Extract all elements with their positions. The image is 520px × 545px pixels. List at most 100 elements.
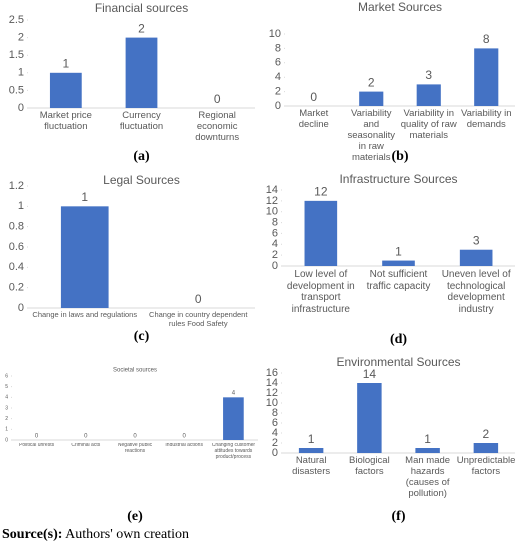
- y-tick-label: 1: [18, 67, 24, 79]
- data-label: 3: [473, 233, 480, 247]
- y-tick-label: 10: [266, 397, 278, 409]
- bar: [473, 443, 499, 453]
- data-label: 0: [133, 433, 137, 439]
- x-tick-label: Market decline: [298, 109, 329, 130]
- category-label-box: Negative public reactions: [117, 443, 153, 454]
- x-tick-label: Biological factors: [349, 456, 390, 477]
- data-label: 0: [35, 433, 39, 439]
- category-label-box: Uneven level of technological developmen…: [441, 269, 511, 315]
- bar: [49, 72, 82, 108]
- y-tick-label: 6: [272, 417, 278, 429]
- x-tick-label: Negative public reactions: [117, 443, 153, 454]
- x-tick-label: Variability in quality of raw materials: [400, 109, 457, 141]
- chart-title: Financial sources: [95, 1, 188, 15]
- category-label-box: Unpredictable factors: [456, 456, 515, 477]
- data-label: 0: [310, 90, 317, 104]
- category-label-box: Currency fluctuation: [119, 111, 164, 132]
- x-tick-label: Variability and seasonality in raw mater…: [347, 109, 396, 163]
- x-tick-label: Political unrests: [19, 443, 55, 448]
- y-tick-label: 1: [5, 427, 8, 433]
- y-tick-label: 0: [275, 100, 281, 112]
- source: Source(s): Authors' own creation: [2, 527, 189, 542]
- y-tick-label: 0: [18, 302, 24, 314]
- category-label-box: Change in laws and regulations: [32, 311, 138, 319]
- x-tick-label: Uneven level of technological developmen…: [441, 269, 511, 315]
- y-tick-label: 0: [272, 260, 278, 272]
- x-tick-label: Unpredictable factors: [456, 456, 515, 477]
- y-tick-label: 6: [5, 373, 8, 379]
- x-tick-label: Man made hazards (causes of pollution): [405, 456, 451, 499]
- category-label-box: Variability and seasonality in raw mater…: [347, 109, 396, 163]
- bar: [125, 37, 158, 108]
- data-label: 0: [183, 433, 187, 439]
- data-label: 2: [368, 75, 375, 89]
- category-label-box: Regional economic downturns: [195, 111, 240, 143]
- y-tick-label: 1: [18, 200, 24, 212]
- category-label-box: Biological factors: [349, 456, 390, 477]
- category-label-box: Industrial actions: [165, 443, 203, 448]
- category-label-box: Changing customer attitudes towards prod…: [211, 443, 256, 460]
- x-tick-label: Industrial actions: [165, 443, 203, 448]
- x-tick-label: Market price fluctuation: [39, 111, 92, 132]
- y-tick-label: 0.2: [9, 282, 24, 294]
- y-tick-label: 12: [266, 195, 278, 207]
- chart-title: Legal Sources: [103, 173, 180, 187]
- y-tick-label: 2: [272, 437, 278, 449]
- caption: (b): [391, 149, 408, 164]
- data-label: 1: [62, 57, 69, 71]
- x-tick-label: Currency fluctuation: [119, 111, 164, 132]
- data-label: 14: [363, 367, 377, 381]
- data-label: 12: [314, 185, 328, 199]
- y-tick-label: 0: [272, 447, 278, 459]
- y-tick-label: 1.5: [9, 49, 24, 61]
- y-tick-label: 2.5: [9, 14, 24, 26]
- category-label-box: Market price fluctuation: [39, 111, 92, 132]
- y-tick-label: 1.2: [9, 180, 24, 192]
- category-label-box: Market decline: [298, 109, 329, 130]
- x-tick-label: Not sufficient traffic capacity: [366, 269, 431, 292]
- y-tick-label: 6: [275, 57, 281, 69]
- y-tick-label: 8: [275, 42, 281, 54]
- y-tick-label: 5: [5, 384, 8, 390]
- y-tick-label: 2: [272, 249, 278, 261]
- y-tick-label: 2: [18, 32, 24, 44]
- chart-title: Environmental Sources: [336, 355, 460, 369]
- y-tick-label: 14: [266, 184, 278, 196]
- x-tick-label: Variability in demands: [460, 109, 512, 130]
- y-tick-label: 4: [272, 238, 278, 250]
- data-label: 1: [308, 432, 315, 446]
- chart-title: Infrastructure Sources: [339, 172, 457, 186]
- y-tick-label: 12: [266, 387, 278, 399]
- bar: [304, 200, 338, 266]
- y-tick-label: 2: [5, 416, 8, 422]
- bar: [459, 249, 493, 266]
- y-tick-label: 10: [269, 28, 281, 40]
- category-label-box: Variability in quality of raw materials: [400, 109, 457, 141]
- y-tick-label: 8: [272, 216, 278, 228]
- y-tick-label: 0: [5, 437, 8, 443]
- bar: [60, 206, 109, 308]
- category-label-box: Criminal acts: [71, 443, 101, 448]
- bar: [223, 397, 244, 440]
- y-tick-label: 4: [5, 395, 8, 401]
- data-label: 1: [424, 432, 431, 446]
- x-tick-label: Regional economic downturns: [195, 111, 240, 143]
- bar: [298, 448, 324, 453]
- category-label-box: Not sufficient traffic capacity: [366, 269, 431, 292]
- y-tick-label: 0.6: [9, 241, 24, 253]
- x-tick-label: Criminal acts: [71, 443, 101, 448]
- x-tick-label: Change in laws and regulations: [32, 311, 138, 319]
- y-tick-label: 10: [266, 206, 278, 218]
- y-tick-label: 4: [275, 71, 281, 83]
- caption: (c): [134, 329, 150, 344]
- data-label: 2: [483, 427, 490, 441]
- chart-title: Market Sources: [358, 0, 442, 14]
- bar: [357, 383, 382, 453]
- y-tick-label: 14: [266, 377, 278, 389]
- x-tick-label: Natural disasters: [292, 456, 331, 477]
- x-tick-label: Changing customer attitudes towards prod…: [211, 443, 256, 460]
- y-tick-label: 3: [5, 405, 8, 411]
- x-tick-label: Change in country dependent rules Food S…: [149, 311, 248, 328]
- y-tick-label: 0.5: [9, 84, 24, 96]
